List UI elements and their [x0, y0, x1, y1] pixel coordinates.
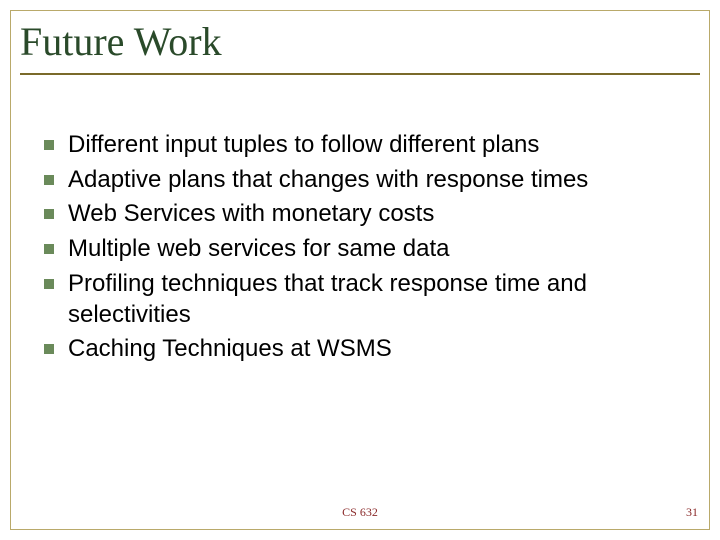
- square-bullet-icon: [44, 175, 54, 185]
- square-bullet-icon: [44, 140, 54, 150]
- list-item-text: Caching Techniques at WSMS: [68, 334, 392, 365]
- footer-center: CS 632: [0, 505, 720, 520]
- list-item-text: Multiple web services for same data: [68, 234, 450, 265]
- square-bullet-icon: [44, 279, 54, 289]
- title-region: Future Work: [20, 18, 700, 75]
- list-item: Adaptive plans that changes with respons…: [44, 165, 690, 196]
- list-item: Caching Techniques at WSMS: [44, 334, 690, 365]
- title-underline: [20, 73, 700, 75]
- square-bullet-icon: [44, 244, 54, 254]
- square-bullet-icon: [44, 344, 54, 354]
- list-item: Multiple web services for same data: [44, 234, 690, 265]
- list-item-text: Adaptive plans that changes with respons…: [68, 165, 588, 196]
- square-bullet-icon: [44, 209, 54, 219]
- slide-number: 31: [686, 505, 698, 520]
- slide: Future Work Different input tuples to fo…: [0, 0, 720, 540]
- list-item-text: Different input tuples to follow differe…: [68, 130, 539, 161]
- bullet-list: Different input tuples to follow differe…: [44, 130, 690, 369]
- list-item: Profiling techniques that track response…: [44, 269, 690, 330]
- list-item: Web Services with monetary costs: [44, 199, 690, 230]
- list-item-text: Web Services with monetary costs: [68, 199, 434, 230]
- slide-title: Future Work: [20, 18, 700, 71]
- list-item-text: Profiling techniques that track response…: [68, 269, 690, 330]
- list-item: Different input tuples to follow differe…: [44, 130, 690, 161]
